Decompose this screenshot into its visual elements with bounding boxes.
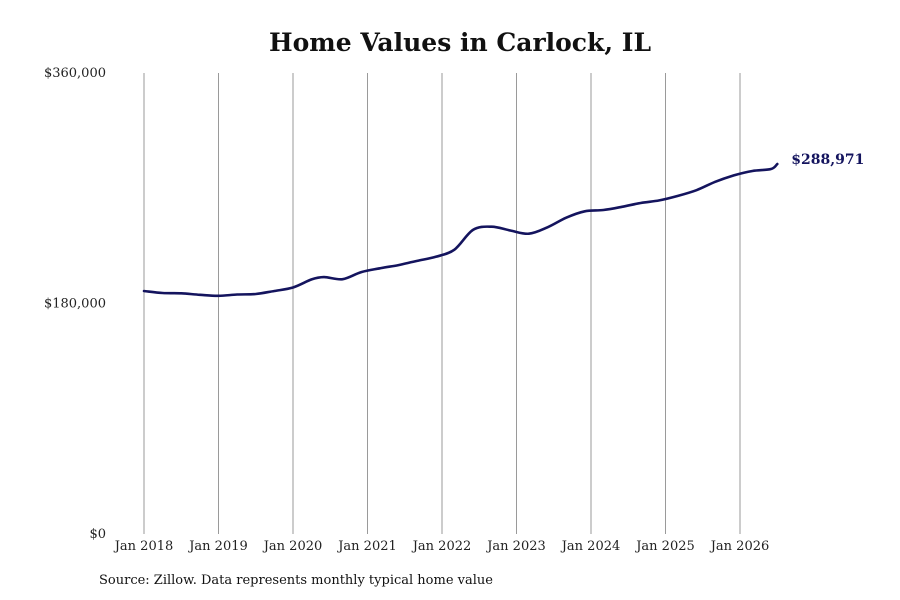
source-note: Source: Zillow. Data represents monthly … (99, 573, 493, 588)
x-tick-label: Jan 2018 (113, 539, 174, 554)
end-value-label: $288,971 (791, 152, 864, 168)
x-tick-label: Jan 2024 (560, 539, 621, 554)
home-value-line (142, 162, 779, 298)
x-tick-label: Jan 2022 (411, 539, 472, 554)
x-tick-label: Jan 2023 (485, 539, 546, 554)
x-tick-label: Jan 2021 (336, 539, 397, 554)
y-tick-label: $0 (89, 527, 106, 542)
y-tick-label: $180,000 (44, 297, 106, 312)
x-tick-label: Jan 2020 (262, 539, 323, 554)
y-tick-label: $360,000 (44, 66, 106, 81)
x-tick-label: Jan 2025 (634, 539, 695, 554)
x-axis-ticks: Jan 2018 Jan 2019 Jan 2020 Jan 2021 Jan 2022… (113, 539, 770, 554)
chart-title: Home Values in Carlock, IL (268, 28, 652, 57)
grid-lines (143, 73, 741, 534)
x-tick-label: Jan 2026 (709, 539, 770, 554)
x-tick-label: Jan 2019 (187, 539, 248, 554)
y-axis-ticks: $360,000 $180,000 $0 (44, 66, 106, 542)
